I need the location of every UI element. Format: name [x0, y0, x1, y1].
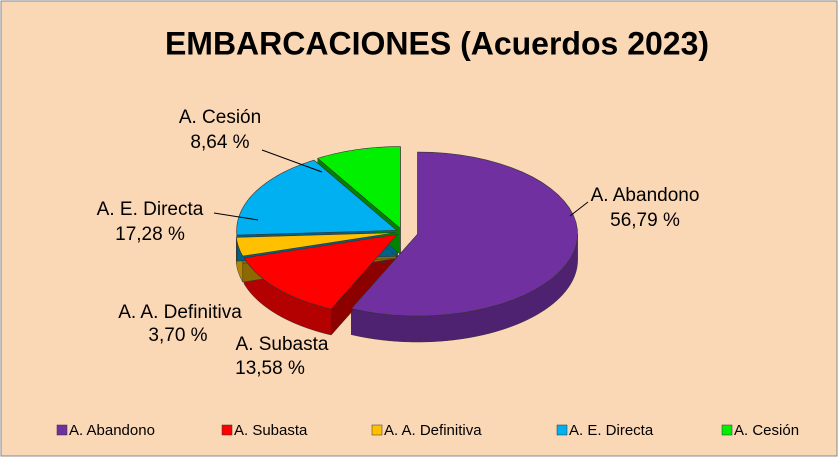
- data-label: 56,79 %: [610, 210, 680, 231]
- legend-label: A. Abandono: [69, 422, 155, 439]
- chart-title: EMBARCACIONES (Acuerdos 2023): [165, 25, 709, 61]
- legend-label: A. Subasta: [234, 422, 308, 439]
- data-label: 17,28 %: [115, 224, 185, 245]
- data-label-name: A. Abandono: [591, 185, 700, 206]
- legend-swatch: [222, 425, 232, 435]
- legend-swatch: [372, 425, 382, 435]
- legend-swatch: [722, 425, 732, 435]
- legend-label: A. A. Definitiva: [384, 422, 482, 439]
- data-label: 3,70 %: [148, 325, 207, 346]
- legend-label: A. E. Directa: [569, 422, 654, 439]
- legend-swatch: [557, 425, 567, 435]
- data-label-name: A. A. Definitiva: [118, 302, 242, 323]
- data-label-name: A. Subasta: [236, 334, 329, 355]
- data-label-name: A. Cesión: [179, 107, 261, 128]
- data-label: 8,64 %: [190, 132, 249, 153]
- data-label-name: A. E. Directa: [97, 199, 204, 220]
- legend-label: A. Cesión: [734, 422, 799, 439]
- legend-swatch: [57, 425, 67, 435]
- data-label: 13,58 %: [235, 358, 305, 379]
